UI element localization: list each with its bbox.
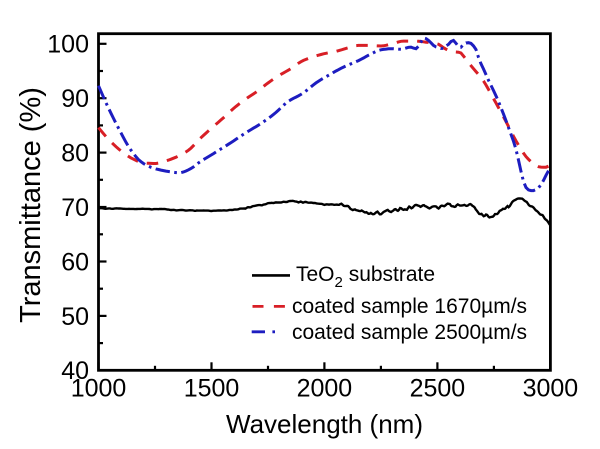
svg-text:2000: 2000	[297, 375, 353, 403]
svg-text:Transmittance (%): Transmittance (%)	[15, 87, 47, 323]
svg-text:1000: 1000	[71, 375, 127, 403]
svg-text:70: 70	[61, 194, 89, 222]
svg-text:40: 40	[61, 357, 89, 385]
svg-text:3000: 3000	[523, 375, 579, 403]
svg-text:80: 80	[61, 140, 89, 168]
svg-text:90: 90	[61, 85, 89, 113]
svg-text:Wavelength (nm): Wavelength (nm)	[226, 409, 423, 439]
svg-text:100: 100	[47, 31, 89, 59]
svg-text:2500: 2500	[410, 375, 466, 403]
svg-text:60: 60	[61, 248, 89, 276]
svg-text:coated sample 1670µm/s: coated sample 1670µm/s	[292, 295, 527, 318]
svg-text:1500: 1500	[184, 375, 240, 403]
svg-text:50: 50	[61, 303, 89, 331]
svg-text:coated sample 2500µm/s: coated sample 2500µm/s	[292, 321, 527, 344]
